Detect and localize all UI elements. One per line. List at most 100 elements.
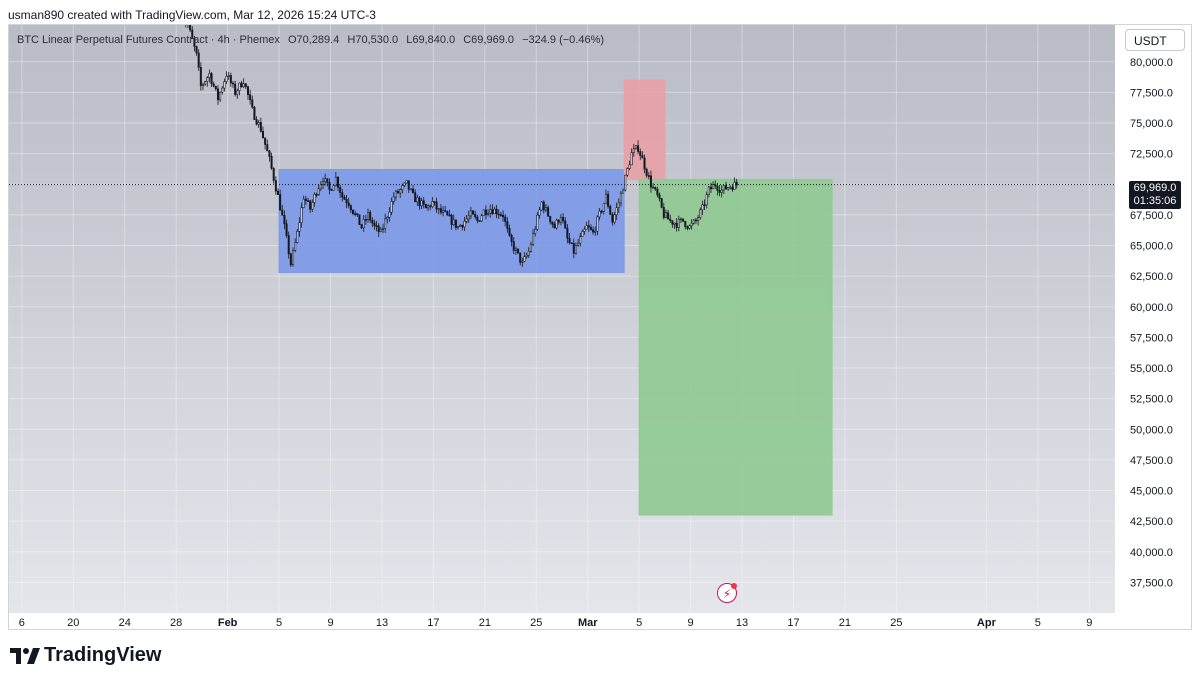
candle-body	[607, 193, 610, 207]
candle-body	[525, 254, 528, 257]
candle-body	[660, 198, 663, 208]
time-tick-label: 28	[170, 617, 182, 629]
candle-body	[600, 210, 603, 213]
candle-body	[626, 168, 629, 176]
candle-body	[270, 156, 273, 169]
symbol-title[interactable]: BTC Linear Perpetual Futures Contract · …	[17, 34, 280, 46]
candle-body	[480, 215, 483, 222]
candle-body	[427, 205, 430, 209]
time-tick-label: 25	[530, 617, 542, 629]
time-tick-label: 24	[119, 617, 131, 629]
candle-body	[448, 214, 451, 217]
candle-body	[587, 225, 590, 228]
price-tick-label: 60,000.0	[1130, 302, 1173, 314]
candle-body	[724, 185, 727, 190]
candle-body	[339, 187, 342, 193]
time-tick-label: 5	[636, 617, 642, 629]
candles	[185, 25, 738, 268]
candle-body	[675, 222, 678, 228]
candle-body	[637, 145, 640, 152]
candle-body	[733, 181, 736, 190]
candle-body	[491, 209, 494, 215]
candle-body	[240, 82, 243, 88]
candle-body	[420, 200, 423, 207]
candle-body	[287, 235, 290, 255]
candle-body	[489, 209, 492, 214]
candle-body	[654, 187, 657, 190]
candle-body	[628, 164, 631, 169]
candle-body	[690, 222, 693, 227]
candle-body	[373, 222, 376, 227]
candle-body	[502, 214, 505, 218]
candle-body	[259, 122, 262, 132]
candle-body	[309, 200, 312, 210]
candle-body	[386, 217, 389, 220]
candle-body	[551, 221, 554, 225]
candle-body	[521, 260, 524, 263]
candle-body	[416, 197, 419, 203]
time-tick-label: Feb	[218, 617, 238, 629]
candle-body	[403, 182, 406, 186]
candle-body	[617, 202, 620, 208]
price-tick-label: 42,500.0	[1130, 516, 1173, 528]
candle-body	[686, 226, 689, 229]
candle-body	[349, 205, 352, 211]
candle-body	[397, 190, 400, 194]
candle-body	[364, 219, 367, 221]
candle-body	[671, 220, 674, 225]
last-price-value: 69,969.0	[1133, 182, 1177, 194]
candle-body	[611, 214, 614, 223]
candle-body	[474, 214, 477, 218]
currency-button[interactable]: USDT	[1125, 29, 1185, 51]
candle-body	[727, 187, 730, 190]
bar-countdown: 01:35:06	[1133, 195, 1177, 207]
time-tick-label: 13	[736, 617, 748, 629]
candle-body	[450, 214, 453, 225]
open-value: O70,289.4	[287, 34, 340, 46]
chart-credit: usman890 created with TradingView.com, M…	[8, 8, 376, 22]
grid	[9, 25, 1115, 613]
candle-body	[345, 199, 348, 204]
candle-body	[276, 190, 279, 195]
candle-body	[731, 186, 734, 190]
candle-body	[619, 192, 622, 204]
low-value: L69,840.0	[406, 34, 456, 46]
candle-body	[684, 220, 687, 227]
candle-body	[512, 241, 515, 251]
candle-body	[341, 192, 344, 198]
candle-body	[377, 225, 380, 233]
candle-body	[557, 219, 560, 223]
price-tick-label: 37,500.0	[1130, 577, 1173, 589]
candle-body	[394, 190, 397, 198]
candle-body	[296, 231, 299, 243]
candle-body	[679, 218, 682, 221]
candle-body	[289, 253, 292, 266]
candle-body	[735, 181, 738, 186]
candle-body	[435, 201, 438, 210]
candle-body	[579, 236, 582, 244]
time-tick-label: 17	[427, 617, 439, 629]
price-tick-label: 72,500.0	[1130, 149, 1173, 161]
price-tick-label: 67,500.0	[1130, 210, 1173, 222]
candle-body	[195, 46, 198, 54]
candle-body	[313, 193, 316, 203]
candle-body	[709, 186, 712, 190]
candle-body	[604, 193, 607, 204]
price-tick-label: 45,000.0	[1130, 486, 1173, 498]
candle-body	[429, 205, 432, 208]
candle-body	[298, 222, 301, 232]
price-chart[interactable]: 37,500.0 40,000.0 42,500.0 45,000.0 47,500.0…	[9, 25, 1192, 630]
candle-body	[664, 212, 667, 218]
candle-body	[431, 201, 434, 208]
chart-panel[interactable]: 37,500.0 40,000.0 42,500.0 45,000.0 47,500.0…	[8, 24, 1192, 630]
candle-body	[594, 230, 597, 233]
time-tick-label: 20	[67, 617, 79, 629]
candle-body	[328, 182, 331, 190]
candle-body	[300, 207, 303, 223]
candle-body	[369, 211, 372, 221]
candle-body	[210, 73, 213, 85]
candle-body	[630, 152, 633, 166]
tradingview-logo-icon	[10, 647, 40, 664]
candle-body	[274, 180, 277, 192]
candle-body	[553, 223, 556, 229]
